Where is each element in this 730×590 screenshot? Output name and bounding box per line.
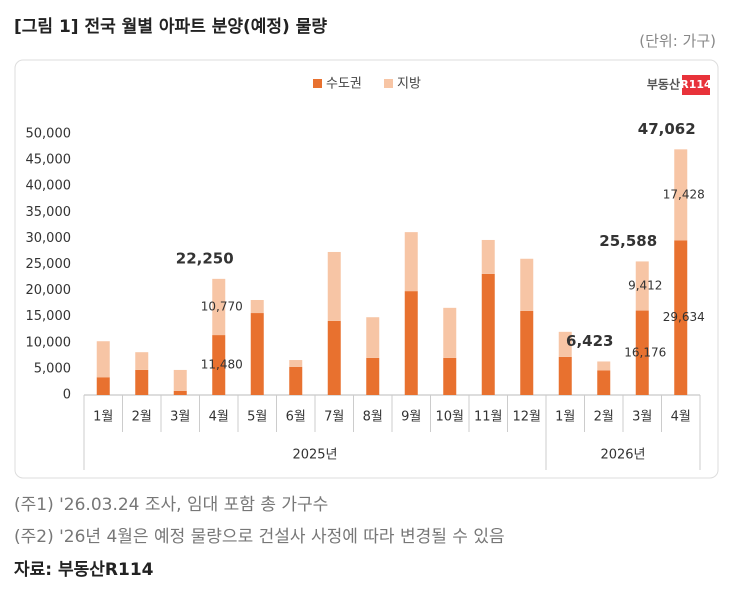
unit: (단위: 가구) [639,32,716,50]
x-tick-label: 12월 [512,410,541,425]
bar-segment [558,356,572,395]
bar-segment [212,335,226,395]
x-tick-label: 11월 [474,410,503,425]
data-label: 11,480 [201,358,243,372]
bar-segment [481,273,495,395]
bar-segment [597,361,611,371]
bar-segment [674,149,688,241]
title: [그림 1] 전국 월별 아파트 분양(예정) 물량 [14,17,328,37]
x-tick-label: 2월 [594,410,614,425]
bar-segment [173,369,187,391]
bar-segment [481,239,495,274]
total-label: 22,250 [176,249,234,267]
y-tick-label: 0 [63,388,71,403]
y-tick-label: 50,000 [26,127,72,142]
y-tick-label: 10,000 [26,335,72,350]
y-tick-label: 25,000 [26,257,72,272]
x-tick-label: 1월 [93,410,113,425]
bar-segment [404,291,418,395]
x-tick-label: 4월 [671,410,691,425]
bar-segment [443,307,457,358]
x-tick-label: 1월 [555,410,575,425]
y-tick-label: 35,000 [26,205,72,220]
y-tick-label: 45,000 [26,153,72,168]
legend-label: 수도권 [326,77,362,92]
total-label: 25,588 [599,232,657,250]
bar-segment [520,310,534,395]
bar-segment [597,370,611,395]
group-label: 2025년 [292,448,337,463]
legend-label: 지방 [397,77,421,92]
bar-segment [250,299,264,314]
bar-segment [289,366,303,395]
x-tick-label: 5월 [247,410,267,425]
x-tick-label: 3월 [170,410,190,425]
bar-segment [327,251,341,321]
bar-segment [289,360,303,367]
y-tick-label: 40,000 [26,179,72,194]
source: 자료: 부동산R114 [14,560,154,580]
bar-segment [96,377,110,395]
data-label: 9,412 [628,278,662,292]
legend-swatch [384,79,393,88]
data-label: 10,770 [201,299,243,313]
x-tick-label: 9월 [401,410,421,425]
logo-box [682,75,710,95]
bar-segment [366,357,380,395]
bar-segment [674,240,688,395]
bar-segment [96,341,110,378]
logo-text: 부동산 [647,77,680,92]
y-tick-label: 5,000 [34,361,71,376]
bar-segment [135,352,149,370]
total-label: 47,062 [638,120,696,138]
note: (주1) '26.03.24 조사, 임대 포함 총 가구수 [14,495,329,515]
bar-segment [520,258,534,311]
bar-segment [404,232,418,292]
data-label: 16,176 [624,345,666,359]
x-tick-label: 7월 [324,410,344,425]
bar-segment [327,320,341,395]
legend-swatch [313,79,322,88]
chart-frame [14,59,719,479]
bar-segment [635,261,649,311]
bar-segment [443,357,457,395]
bar-segment [212,278,226,336]
x-tick-label: 10월 [435,410,464,425]
bar-segment [558,331,572,357]
y-tick-label: 30,000 [26,231,72,246]
bar-segment [366,317,380,358]
x-tick-label: 8월 [363,410,383,425]
x-tick-label: 3월 [632,410,652,425]
x-tick-label: 4월 [209,410,229,425]
logo-mark: R114 [680,78,712,91]
chart: 0 5,000 10,000 15,000 20,000 25,000 30,000 35,0… [14,59,719,479]
data-label: 17,428 [663,187,705,201]
x-tick-label: 6월 [286,410,306,425]
y-tick-label: 15,000 [26,309,72,324]
note: (주2) '26년 4월은 예정 물량으로 건설사 사정에 따라 변경될 수 있… [14,527,505,547]
y-tick-label: 20,000 [26,283,72,298]
bar-segment [250,313,264,395]
x-tick-label: 2월 [132,410,152,425]
bar-segment [173,390,187,395]
bar-segment [135,369,149,395]
total-label: 6,423 [566,332,613,350]
group-label: 2026년 [600,448,645,463]
bar-segment [635,310,649,395]
data-label: 29,634 [663,310,705,324]
